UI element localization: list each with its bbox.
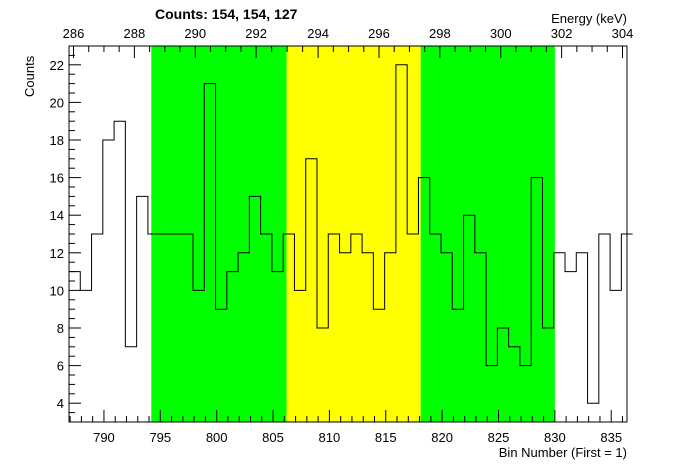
top-tick-label: 298 (429, 26, 451, 41)
x-tick-label: 800 (206, 430, 228, 445)
top-axis: 286 288 290 292 294 296 298 300 302 304 (63, 26, 634, 58)
x-tick-label: 820 (431, 430, 453, 445)
y-tick-label: 22 (50, 58, 64, 73)
x-tick-label: 825 (488, 430, 510, 445)
y-tick-label: 18 (50, 133, 64, 148)
y-tick-label: 14 (50, 208, 64, 223)
y-tick-label: 6 (57, 359, 64, 374)
y-tick-label: 10 (50, 283, 64, 298)
y-tick-label: 4 (57, 396, 64, 411)
chart-title: Counts: 154, 154, 127 (155, 6, 298, 22)
x-tick-label: 835 (600, 430, 622, 445)
x-tick-label: 805 (262, 430, 284, 445)
top-tick-label: 286 (63, 26, 85, 41)
x-tick-label: 790 (93, 430, 115, 445)
x-tick-label: 830 (544, 430, 566, 445)
x-tick-label: 810 (319, 430, 341, 445)
x-tick-label: 815 (375, 430, 397, 445)
y-tick-label: 12 (50, 246, 64, 261)
top-tick-label: 304 (612, 26, 634, 41)
region-right-background (420, 46, 555, 422)
histogram-step-line (69, 64, 633, 404)
top-tick-label: 296 (368, 26, 390, 41)
top-tick-label: 290 (184, 26, 206, 41)
y-axis-label: Counts (22, 55, 37, 97)
top-tick-label: 294 (307, 26, 329, 41)
top-tick-label: 302 (551, 26, 573, 41)
top-tick-label: 292 (245, 26, 267, 41)
x-tick-label: 795 (149, 430, 171, 445)
y-tick-label: 20 (50, 95, 64, 110)
x-axis-label: Bin Number (First = 1) (499, 445, 627, 460)
bottom-axis: 790 795 800 805 810 815 820 825 830 835 (69, 410, 623, 445)
top-axis-label: Energy (keV) (551, 11, 627, 26)
left-axis: 4 6 8 10 12 14 16 18 20 22 (50, 45, 81, 423)
top-tick-label: 300 (490, 26, 512, 41)
y-tick-label: 8 (57, 321, 64, 336)
top-tick-label: 288 (124, 26, 146, 41)
y-tick-label: 16 (50, 171, 64, 186)
